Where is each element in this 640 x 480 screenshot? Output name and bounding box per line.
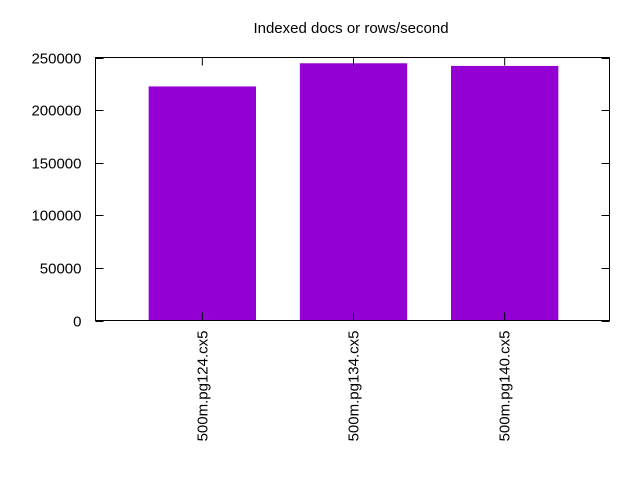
bar bbox=[451, 65, 559, 321]
y-tick-label: 250000 bbox=[31, 51, 81, 68]
y-axis: 0 50000 100000 150000 200000 250000 bbox=[31, 51, 610, 331]
chart-title: Indexed docs or rows/second bbox=[253, 20, 448, 37]
x-category-label: 500m.pg134.cx5 bbox=[346, 331, 363, 442]
x-axis: 500m.pg124.cx5 500m.pg134.cx5 500m.pg140.c… bbox=[194, 57, 514, 442]
plot-frame bbox=[95, 57, 610, 321]
y-tick-label: 150000 bbox=[31, 156, 81, 173]
x-category-label: 500m.pg140.cx5 bbox=[497, 331, 514, 442]
x-category-label: 500m.pg124.cx5 bbox=[194, 331, 211, 442]
y-tick-label: 200000 bbox=[31, 103, 81, 120]
bar bbox=[299, 63, 408, 321]
y-tick-label: 50000 bbox=[40, 261, 82, 278]
y-tick-label: 100000 bbox=[31, 208, 81, 225]
y-tick-label: 0 bbox=[73, 314, 81, 331]
bars-group bbox=[148, 63, 559, 321]
bar bbox=[148, 86, 256, 321]
